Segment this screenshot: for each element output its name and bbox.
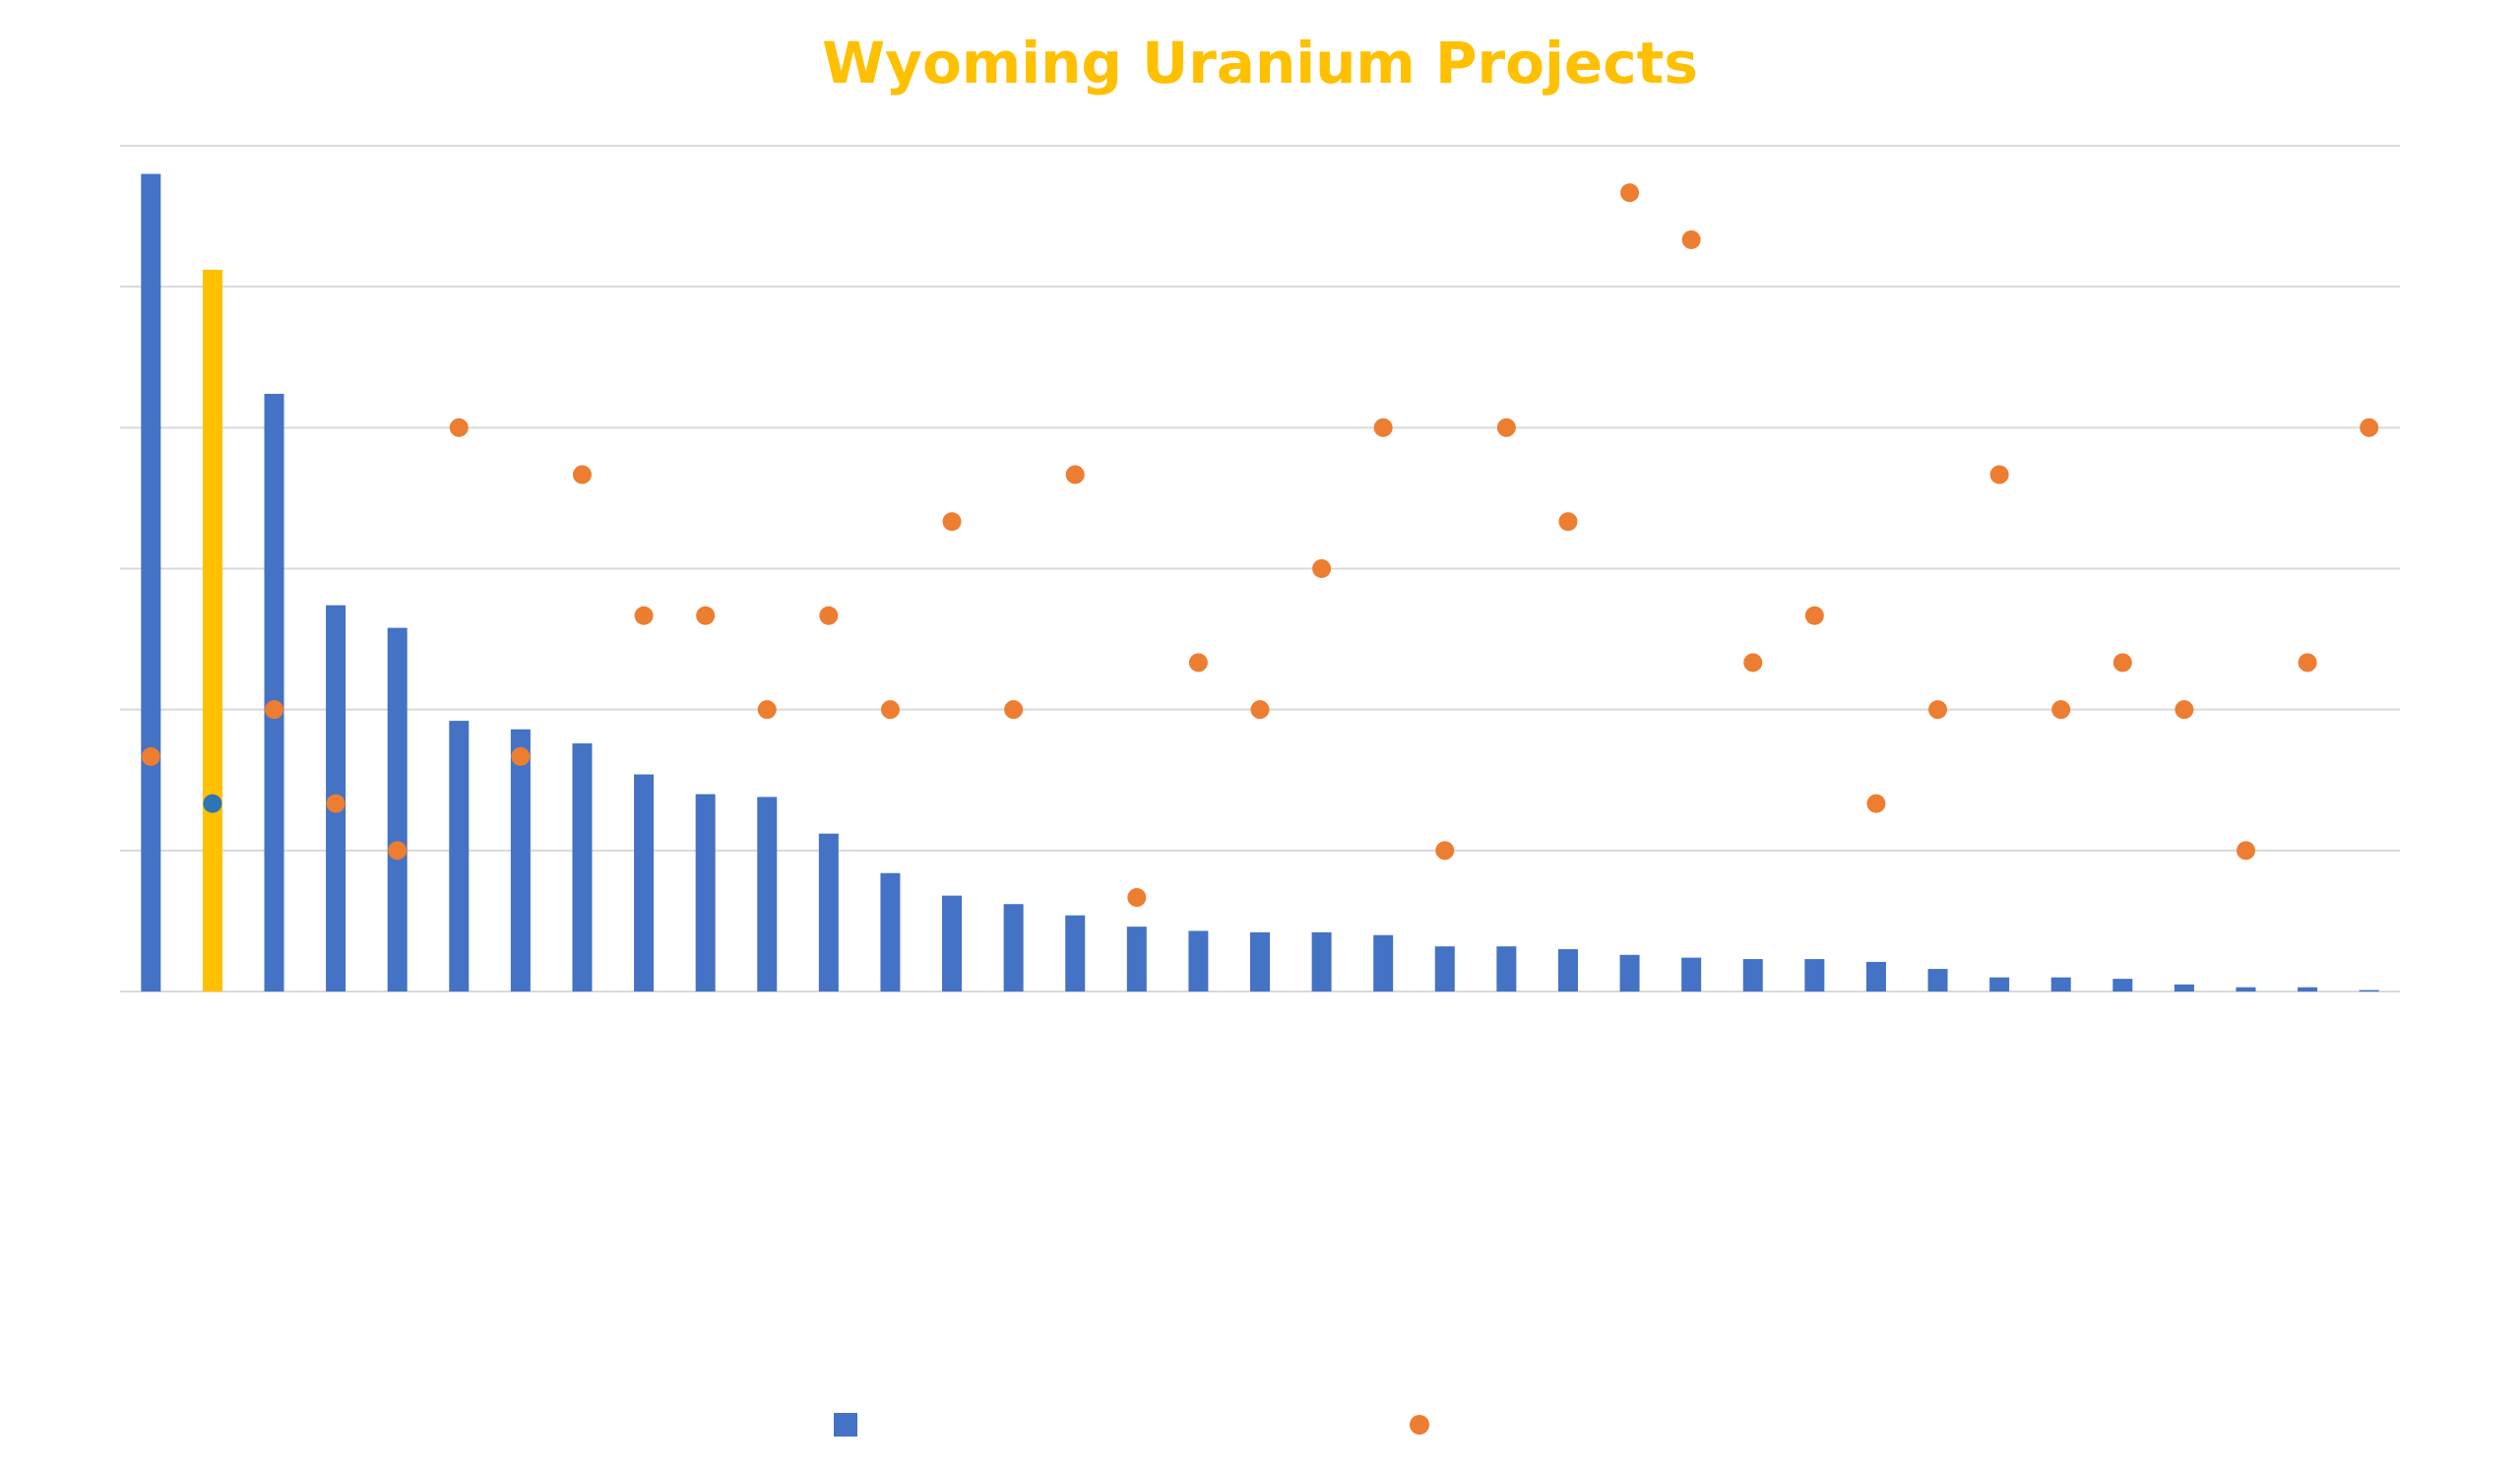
bar [387, 627, 408, 991]
bar [1865, 961, 1886, 991]
bar [1250, 931, 1270, 991]
bar [757, 797, 778, 991]
marker-point [1866, 794, 1886, 813]
marker-point [2360, 417, 2379, 437]
marker-point [1435, 841, 1455, 861]
bar [2298, 987, 2318, 991]
marker-point [2174, 700, 2194, 720]
bar [2112, 979, 2133, 991]
bar-series [141, 173, 2379, 992]
bar [1681, 957, 1702, 991]
marker-point [2298, 653, 2317, 672]
marker-point [1188, 653, 1208, 672]
bar [264, 393, 284, 991]
marker-point [1681, 229, 1701, 249]
marker-point [1496, 417, 1516, 437]
bar [1927, 969, 1948, 991]
bar [1434, 946, 1455, 991]
marker-point [819, 606, 839, 625]
marker-point [1127, 888, 1147, 908]
bar [1126, 927, 1147, 991]
marker-point [1004, 700, 1024, 720]
bar [1619, 954, 1640, 991]
bar [2174, 984, 2194, 991]
chart-title: Wyoming Uranium Projects [822, 30, 1698, 96]
marker-point [388, 841, 408, 861]
marker-point [2112, 653, 2132, 672]
marker-point [942, 512, 962, 532]
bar [449, 721, 470, 991]
bar [141, 173, 161, 992]
marker-point [1312, 559, 1332, 578]
marker-point [2051, 700, 2071, 720]
marker-series [141, 183, 2379, 908]
marker-point [1989, 465, 2009, 484]
marker-point [141, 746, 160, 766]
bar [1373, 934, 1394, 991]
marker-point [757, 700, 777, 720]
marker-point [572, 465, 592, 484]
bar [1989, 977, 2010, 991]
legend [834, 1413, 1429, 1437]
bar [2236, 987, 2256, 991]
bar [1804, 959, 1825, 991]
marker-point [1743, 653, 1763, 672]
bar [1742, 959, 1763, 991]
marker-point [2236, 841, 2256, 861]
bar [1496, 946, 1517, 991]
marker-point [1804, 606, 1824, 625]
marker-point [1065, 465, 1085, 484]
marker-point [1373, 417, 1393, 437]
marker-point [326, 794, 346, 813]
bar [942, 895, 963, 991]
legend-marker-swatch [1410, 1415, 1429, 1435]
bar [880, 872, 901, 991]
marker-point [1250, 700, 1270, 720]
marker-point [264, 700, 284, 720]
marker-point [1558, 512, 1578, 532]
marker-point [1928, 700, 1948, 720]
bar [202, 269, 222, 991]
marker-point [203, 794, 222, 813]
bar [1065, 915, 1086, 991]
bar [510, 729, 531, 991]
bar [1188, 930, 1209, 991]
marker-point [880, 700, 900, 720]
bar [818, 833, 839, 991]
bar [1557, 949, 1578, 991]
bar [695, 794, 716, 991]
bar [1311, 931, 1332, 991]
marker-point [1620, 183, 1640, 203]
bar [634, 774, 655, 991]
legend-bar-swatch [834, 1413, 857, 1437]
bar [572, 743, 593, 991]
bar [1003, 904, 1024, 991]
marker-point [696, 606, 716, 625]
marker-point [634, 606, 654, 625]
marker-point [511, 746, 531, 766]
bar [2050, 977, 2071, 991]
marker-point [449, 417, 469, 437]
